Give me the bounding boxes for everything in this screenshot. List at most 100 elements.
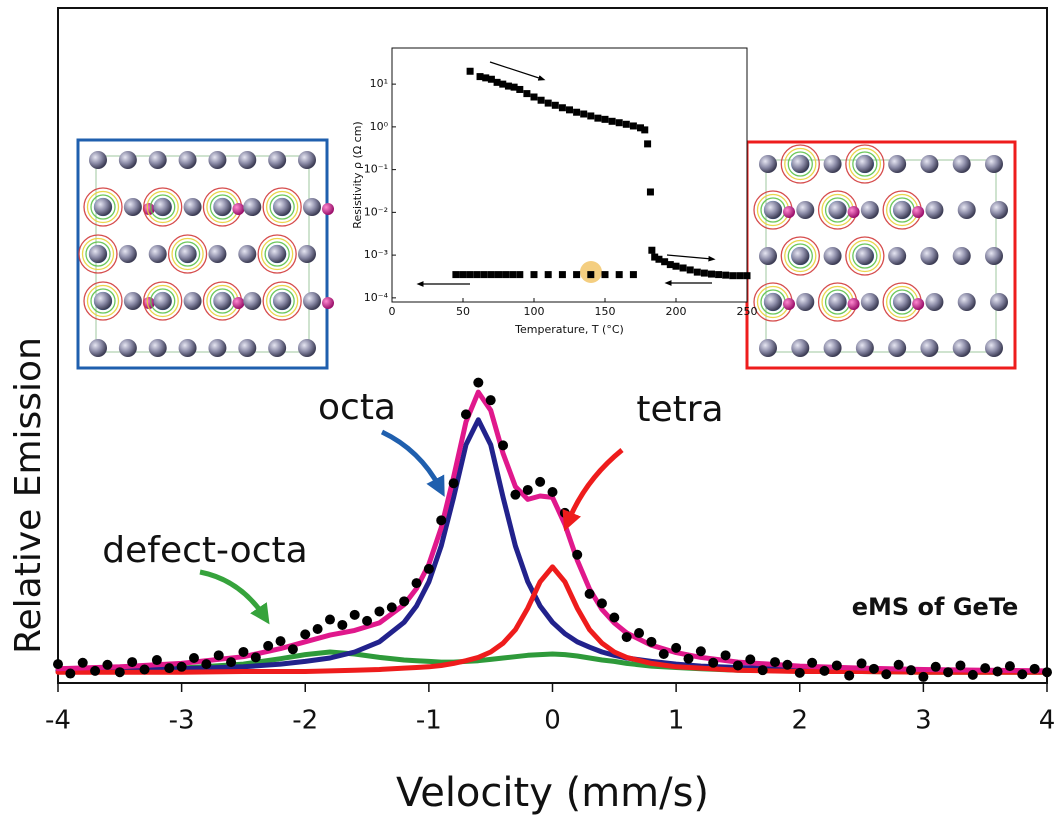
data-point xyxy=(700,269,708,277)
data-point xyxy=(641,126,649,134)
data-point xyxy=(487,271,495,279)
data-point xyxy=(601,271,609,279)
atom xyxy=(123,292,142,310)
data-point xyxy=(551,101,559,109)
x-tick-label: 3 xyxy=(915,706,932,736)
data-point xyxy=(573,271,581,279)
data-point xyxy=(523,90,531,98)
data-point xyxy=(868,663,879,674)
data-point xyxy=(729,272,737,280)
atom xyxy=(89,151,107,169)
density-contour xyxy=(852,151,878,177)
density-contour xyxy=(848,239,882,273)
atom xyxy=(759,339,777,357)
data-point xyxy=(226,657,237,668)
data-point xyxy=(287,644,298,655)
y-axis-label: Resistivity ρ (Ω cm) xyxy=(351,121,364,228)
atom xyxy=(298,151,316,169)
density-contour xyxy=(780,236,820,276)
data-point xyxy=(485,395,496,406)
atom xyxy=(912,206,925,218)
data-point xyxy=(114,667,125,678)
data-point xyxy=(436,515,447,526)
data-point xyxy=(452,271,460,279)
data-point xyxy=(499,80,507,88)
data-point xyxy=(250,652,261,663)
data-point xyxy=(646,188,654,196)
data-point xyxy=(671,642,682,653)
data-point xyxy=(1042,667,1052,678)
data-point xyxy=(930,661,941,672)
data-point xyxy=(807,657,818,668)
atom xyxy=(208,151,227,169)
data-point xyxy=(312,624,323,634)
density-contour xyxy=(852,243,878,269)
atom xyxy=(118,245,137,263)
data-point xyxy=(498,440,509,451)
data-point xyxy=(466,67,474,75)
data-point xyxy=(566,106,573,114)
density-contour xyxy=(150,288,176,314)
atom xyxy=(925,293,944,311)
data-point xyxy=(743,272,751,280)
data-point xyxy=(1017,669,1028,680)
data-point xyxy=(584,588,595,599)
atom xyxy=(178,339,197,357)
atom xyxy=(828,293,847,311)
x-tick-label: 200 xyxy=(666,305,687,318)
density-contour xyxy=(83,281,123,321)
data-point xyxy=(362,615,373,626)
atom xyxy=(920,155,939,173)
atom xyxy=(893,201,912,219)
density-contour xyxy=(86,190,120,224)
data-point xyxy=(608,117,616,125)
data-point xyxy=(693,268,701,276)
atom xyxy=(855,247,874,265)
atom xyxy=(764,293,782,311)
data-point xyxy=(502,271,510,279)
data-point xyxy=(1004,661,1015,672)
atom xyxy=(783,298,795,310)
atom xyxy=(208,245,227,263)
atom xyxy=(273,198,292,216)
data-point xyxy=(102,659,113,670)
atom xyxy=(847,206,860,218)
data-point xyxy=(596,598,607,609)
data-point xyxy=(672,262,680,270)
data-point xyxy=(337,619,348,630)
data-point xyxy=(609,612,620,623)
atom xyxy=(94,198,112,216)
density-contour xyxy=(150,194,176,220)
data-point xyxy=(77,657,88,668)
x-tick-label: 2 xyxy=(791,706,808,736)
atom xyxy=(148,151,167,169)
data-point xyxy=(238,646,249,657)
density-contour xyxy=(143,187,183,227)
x-tick-label: -3 xyxy=(169,706,195,736)
atom xyxy=(243,198,262,216)
density-contour xyxy=(90,288,116,314)
data-point xyxy=(275,636,286,647)
density-contour xyxy=(269,288,295,314)
series-label: tetra xyxy=(636,389,723,430)
atom xyxy=(118,339,137,357)
atom xyxy=(791,339,810,357)
data-point xyxy=(695,646,706,657)
data-point xyxy=(411,578,422,589)
data-point xyxy=(300,629,311,640)
data-point xyxy=(151,655,162,666)
atom xyxy=(148,245,167,263)
density-contour xyxy=(269,194,295,220)
fit-curve xyxy=(55,389,1050,674)
data-point xyxy=(349,609,360,620)
atom xyxy=(183,292,202,310)
density-contour xyxy=(85,241,111,267)
atom xyxy=(796,293,815,311)
atom xyxy=(952,247,971,265)
atom xyxy=(791,155,810,173)
atom xyxy=(123,198,142,216)
density-contour xyxy=(787,243,813,269)
data-point xyxy=(473,271,481,279)
data-point xyxy=(782,659,793,670)
